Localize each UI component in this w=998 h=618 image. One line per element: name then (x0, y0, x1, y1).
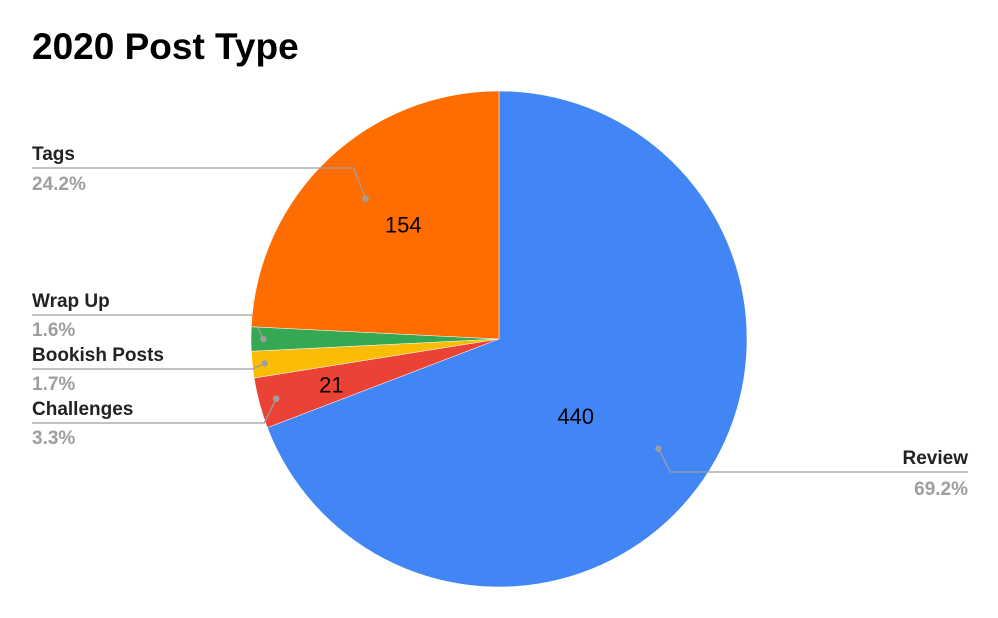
slice-label-tags: Tags (32, 144, 75, 165)
slice-percent-bookish-posts: 1.7% (32, 374, 75, 395)
leader-dot-wrap-up (260, 335, 267, 343)
leader-line-review (657, 448, 968, 473)
leader-dot-tags (362, 195, 369, 203)
slice-percent-tags: 24.2% (32, 174, 86, 195)
slice-review[interactable] (267, 90, 748, 588)
slice-tags[interactable] (251, 90, 500, 340)
slice-percent-review: 69.2% (914, 479, 968, 500)
slice-label-challenges: Challenges (32, 399, 133, 420)
leader-line-tags (32, 167, 367, 200)
slice-percent-challenges: 3.3% (32, 428, 75, 449)
value-label-review: 440 (557, 404, 594, 429)
slice-percent-wrap-up: 1.6% (32, 320, 75, 341)
leader-dot-challenges (273, 395, 280, 402)
slice-label-bookish-posts: Bookish Posts (32, 345, 164, 366)
leader-line-wrap-up (32, 314, 264, 340)
leader-line-challenges (32, 398, 277, 424)
slice-label-review: Review (903, 448, 969, 469)
slice-label-wrap-up: Wrap Up (32, 291, 110, 312)
value-label-tags: 154 (385, 212, 422, 237)
leader-dot-review (655, 445, 662, 452)
chart-title: 2020 Post Type (32, 26, 299, 67)
leader-dot-bookish-posts (261, 360, 268, 367)
leader-line-bookish-posts (32, 362, 265, 370)
value-label-challenges: 21 (319, 372, 343, 397)
